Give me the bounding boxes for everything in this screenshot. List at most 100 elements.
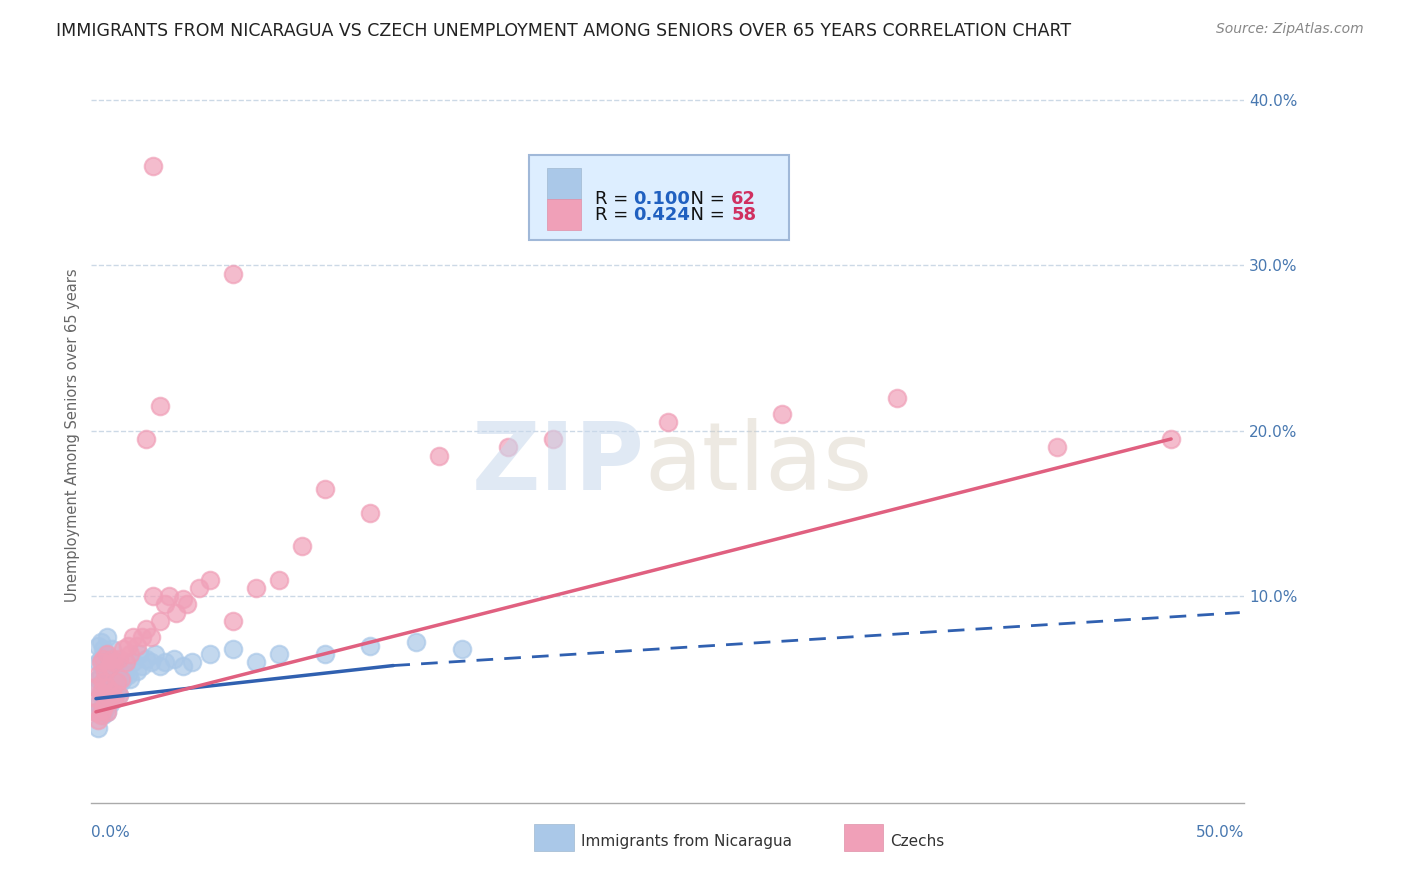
- Point: [87, 713, 110, 727]
- Point: [105, 675, 128, 690]
- Point: [181, 655, 204, 669]
- Point: [101, 685, 124, 699]
- Point: [267, 573, 290, 587]
- Point: [149, 399, 172, 413]
- Point: [165, 606, 187, 620]
- Point: [84, 705, 107, 719]
- Text: 0.424: 0.424: [633, 206, 690, 224]
- Point: [98, 697, 121, 711]
- Point: [90, 705, 112, 719]
- Point: [90, 652, 112, 666]
- Point: [108, 664, 131, 678]
- Point: [91, 708, 114, 723]
- Point: [149, 658, 172, 673]
- Point: [90, 708, 112, 723]
- Point: [153, 655, 176, 669]
- Point: [101, 642, 124, 657]
- Point: [110, 672, 132, 686]
- Point: [96, 705, 118, 719]
- Point: [91, 642, 114, 657]
- Point: [87, 639, 110, 653]
- Point: [135, 622, 157, 636]
- Point: [770, 407, 793, 421]
- Point: [96, 631, 118, 645]
- Point: [359, 507, 381, 521]
- Point: [96, 705, 118, 719]
- Point: [496, 440, 519, 454]
- Point: [98, 675, 121, 690]
- Point: [87, 672, 110, 686]
- Point: [543, 432, 565, 446]
- Point: [886, 391, 908, 405]
- Point: [101, 688, 124, 702]
- FancyBboxPatch shape: [547, 168, 582, 199]
- Text: ZIP: ZIP: [472, 418, 645, 510]
- FancyBboxPatch shape: [547, 199, 582, 230]
- Text: Immigrants from Nicaragua: Immigrants from Nicaragua: [581, 834, 792, 848]
- Point: [108, 688, 131, 702]
- Point: [127, 639, 149, 653]
- Point: [222, 642, 245, 657]
- Point: [222, 267, 245, 281]
- Point: [153, 598, 176, 612]
- Point: [117, 639, 139, 653]
- Point: [145, 647, 167, 661]
- Point: [94, 664, 117, 678]
- Point: [103, 691, 125, 706]
- Point: [200, 573, 222, 587]
- Point: [405, 635, 427, 649]
- Point: [451, 642, 474, 657]
- Point: [84, 705, 107, 719]
- Point: [112, 642, 135, 657]
- Point: [91, 675, 114, 690]
- Text: 62: 62: [731, 190, 756, 208]
- Text: atlas: atlas: [645, 418, 873, 510]
- Point: [267, 647, 290, 661]
- Point: [103, 691, 125, 706]
- Point: [172, 658, 194, 673]
- Point: [121, 631, 143, 645]
- Point: [1160, 432, 1182, 446]
- Point: [105, 658, 128, 673]
- Point: [91, 701, 114, 715]
- Point: [176, 598, 198, 612]
- Text: N =: N =: [679, 206, 731, 224]
- Point: [91, 658, 114, 673]
- Point: [121, 655, 143, 669]
- Point: [94, 701, 117, 715]
- Point: [142, 589, 165, 603]
- Point: [94, 697, 117, 711]
- Point: [108, 652, 131, 666]
- Point: [98, 691, 121, 706]
- Point: [90, 655, 112, 669]
- Point: [87, 655, 110, 669]
- Point: [245, 581, 267, 595]
- Point: [127, 664, 149, 678]
- Point: [187, 581, 209, 595]
- Point: [157, 589, 180, 603]
- Point: [112, 672, 135, 686]
- Point: [105, 685, 128, 699]
- Text: Source: ZipAtlas.com: Source: ZipAtlas.com: [1216, 22, 1364, 37]
- Point: [103, 664, 125, 678]
- Point: [96, 647, 118, 661]
- Point: [94, 647, 117, 661]
- FancyBboxPatch shape: [530, 155, 789, 240]
- Text: 0.0%: 0.0%: [91, 825, 131, 840]
- Text: N =: N =: [679, 190, 731, 208]
- Point: [142, 159, 165, 173]
- Point: [90, 688, 112, 702]
- Point: [90, 668, 112, 682]
- Point: [427, 449, 450, 463]
- Text: 58: 58: [731, 206, 756, 224]
- Point: [128, 647, 150, 661]
- Point: [87, 722, 110, 736]
- Point: [101, 668, 124, 682]
- Point: [98, 658, 121, 673]
- Y-axis label: Unemployment Among Seniors over 65 years: Unemployment Among Seniors over 65 years: [65, 268, 80, 602]
- Point: [120, 672, 142, 686]
- Point: [120, 647, 142, 661]
- Point: [96, 664, 118, 678]
- Point: [84, 680, 107, 694]
- Point: [84, 680, 107, 694]
